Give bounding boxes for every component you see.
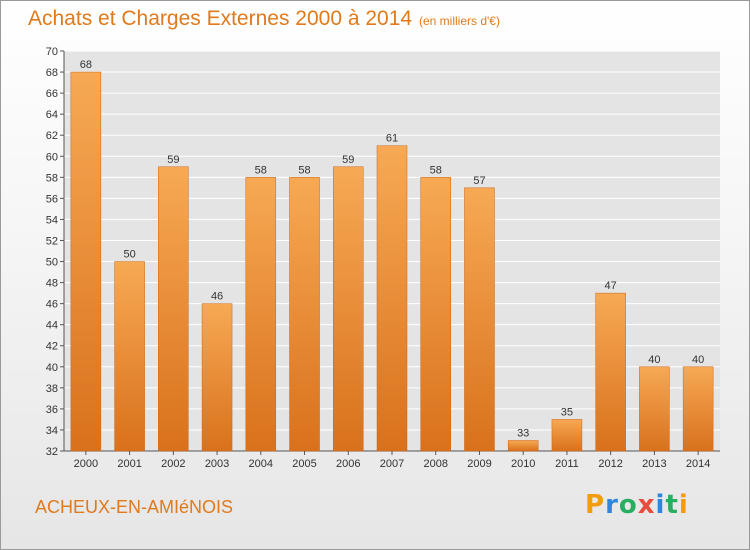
y-tick-label: 40 (46, 362, 58, 374)
y-tick-label: 52 (46, 235, 58, 247)
y-tick-label: 64 (46, 109, 58, 121)
bar (289, 177, 320, 452)
bar-value-label: 58 (255, 164, 267, 176)
logo-letter: i (655, 490, 666, 520)
logo-letter: o (618, 490, 638, 520)
y-tick-label: 70 (46, 46, 58, 58)
y-tick-label: 44 (46, 320, 58, 332)
x-tick-label: 2009 (467, 458, 491, 470)
x-tick-label: 2004 (249, 458, 273, 470)
bar (595, 292, 626, 452)
bar (114, 261, 145, 452)
x-tick-label: 2001 (117, 458, 141, 470)
bar (201, 303, 233, 452)
y-tick-label: 56 (46, 193, 58, 205)
bar-value-label: 68 (80, 59, 92, 71)
bar (464, 187, 495, 452)
x-tick-label: 2011 (555, 458, 579, 470)
bar-value-label: 40 (692, 354, 704, 366)
x-tick-label: 2000 (74, 458, 98, 470)
bar-value-label: 35 (561, 406, 573, 418)
bar-value-label: 57 (473, 175, 485, 187)
x-tick-label: 2002 (161, 458, 185, 470)
logo-letter: r (605, 490, 619, 520)
bar-value-label: 58 (298, 164, 310, 176)
logo-letter: t (665, 490, 679, 520)
bar-value-label: 40 (648, 354, 660, 366)
y-tick-label: 48 (46, 278, 58, 290)
y-tick-label: 68 (46, 67, 58, 79)
bar-value-label: 59 (342, 154, 354, 166)
x-tick-label: 2014 (686, 458, 710, 470)
logo-letter: i (678, 490, 689, 520)
logo-letter: x (637, 490, 656, 520)
bar (333, 166, 364, 452)
x-tick-label: 2013 (642, 458, 666, 470)
x-tick-label: 2006 (336, 458, 360, 470)
y-tick-label: 32 (46, 446, 58, 458)
y-tick-label: 50 (46, 257, 58, 269)
x-tick-label: 2003 (205, 458, 229, 470)
x-tick-label: 2007 (380, 458, 404, 470)
y-tick-label: 62 (46, 130, 58, 142)
y-tick-label: 34 (46, 425, 58, 437)
proxiti-logo: Proxiti (585, 490, 689, 520)
bar (376, 145, 408, 452)
bar-value-label: 33 (517, 427, 529, 439)
x-tick-label: 2005 (292, 458, 316, 470)
bar-value-label: 50 (123, 249, 135, 261)
bar (420, 177, 451, 452)
bar-value-label: 47 (605, 280, 617, 292)
bar (639, 366, 670, 452)
bar-value-label: 46 (211, 291, 223, 303)
x-tick-label: 2010 (511, 458, 535, 470)
y-tick-label: 66 (46, 88, 58, 100)
bar (682, 366, 714, 452)
x-tick-label: 2008 (423, 458, 447, 470)
bar (158, 166, 189, 452)
bar (245, 177, 277, 452)
y-tick-label: 42 (46, 341, 58, 353)
x-tick-label: 2012 (598, 458, 622, 470)
bar (551, 419, 583, 452)
bar-value-label: 58 (430, 164, 442, 176)
bar-value-label: 59 (167, 154, 179, 166)
y-tick-label: 46 (46, 299, 58, 311)
y-tick-label: 36 (46, 404, 58, 416)
y-tick-label: 54 (46, 214, 58, 226)
logo-letter: P (585, 490, 606, 520)
bar-value-label: 61 (386, 133, 398, 145)
bar (70, 71, 102, 452)
bar (507, 440, 539, 452)
unit-note: (en milliers d'€) (419, 14, 500, 28)
y-tick-label: 60 (46, 151, 58, 163)
chart-title: Achats et Charges Externes 2000 à 2014 (28, 7, 413, 30)
y-tick-label: 38 (46, 383, 58, 395)
commune-name: ACHEUX-EN-AMIéNOIS (35, 497, 234, 517)
y-tick-label: 58 (46, 172, 58, 184)
